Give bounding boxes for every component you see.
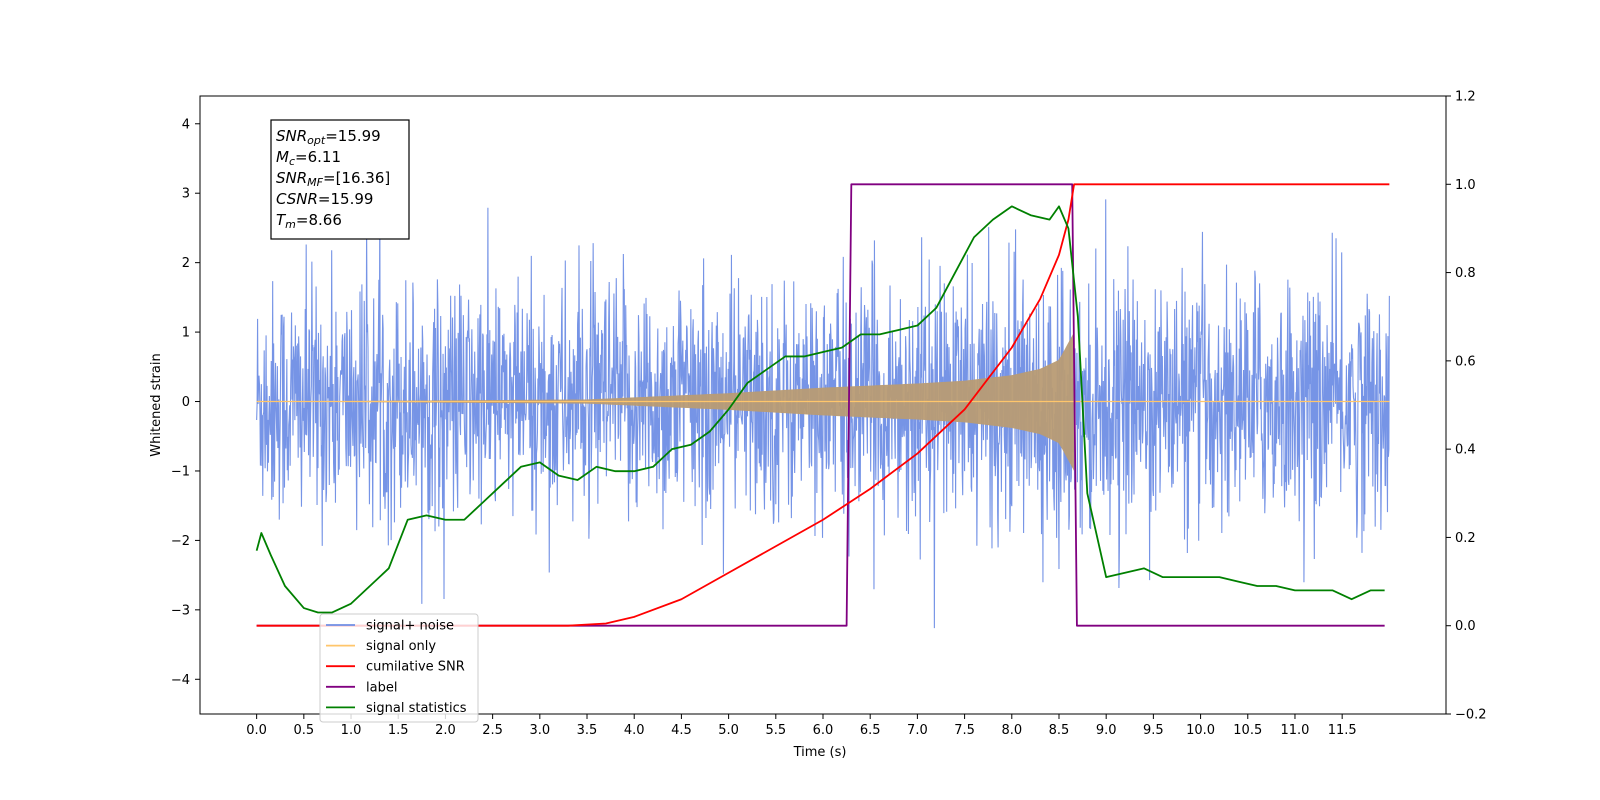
annotation-frame <box>270 119 410 240</box>
x-tick-label: 2.5 <box>482 723 503 738</box>
annotation-value: =15.99 <box>325 127 381 145</box>
annotation-value: =[16.36] <box>323 169 390 187</box>
x-tick-label: 9.0 <box>1096 723 1117 738</box>
x-tick-label: 6.5 <box>860 723 881 738</box>
y-left-tick-label: 1 <box>182 326 190 341</box>
y-left-tick-label: 2 <box>182 256 190 271</box>
x-tick-label: 6.0 <box>813 723 834 738</box>
y-left-tick-label: 3 <box>182 187 190 202</box>
x-tick-label: 11.5 <box>1328 723 1357 738</box>
stats-annotation-box: SNRopt=15.99Mc=6.11SNRMF=[16.36]CSNR=15.… <box>270 119 410 240</box>
annotation-symbol: CSNR <box>276 190 318 208</box>
y-left-tick-label: −2 <box>171 534 190 549</box>
y-axis-left: −4 −3 −2 −1 0 1 2 3 4 <box>171 117 200 688</box>
y-right-tick-label: −0.2 <box>1455 708 1487 723</box>
y-right-tick-label: 0.0 <box>1455 619 1476 634</box>
x-tick-label: 0.5 <box>293 723 314 738</box>
x-tick-label: 8.5 <box>1049 723 1070 738</box>
x-tick-label: 3.5 <box>577 723 598 738</box>
series-cumulative-snr-line <box>256 183 1390 627</box>
plot-data-layer <box>255 176 1390 629</box>
y-axis-right: −0.2 0.0 0.2 0.4 0.6 0.8 1.0 1.2 <box>1446 90 1487 723</box>
x-tick-label: 8.0 <box>1001 723 1022 738</box>
x-tick-label: 7.0 <box>907 723 928 738</box>
annotation-value: =15.99 <box>318 190 374 208</box>
y-right-tick-label: 0.8 <box>1455 266 1476 281</box>
annotation-subscript: c <box>289 155 295 168</box>
x-tick-label: 1.0 <box>341 723 362 738</box>
y-left-tick-label: −1 <box>171 464 190 479</box>
y-right-tick-label: 1.0 <box>1455 178 1476 193</box>
legend: signal+ noise signal only cumilative SNR la… <box>319 613 479 723</box>
annotation-symbol: SNR <box>276 127 307 145</box>
y-right-tick-label: 1.2 <box>1455 90 1476 105</box>
legend-label: signal+ noise <box>366 619 454 634</box>
x-tick-label: 10.5 <box>1233 723 1262 738</box>
y-right-tick-label: 0.2 <box>1455 531 1476 546</box>
x-tick-label: 4.0 <box>624 723 645 738</box>
legend-label: signal statistics <box>366 701 467 716</box>
annotation-symbol: SNR <box>276 169 307 187</box>
y-left-tick-label: 4 <box>182 117 190 132</box>
annotation-line: CSNR=15.99 <box>276 190 373 208</box>
x-tick-label: 3.0 <box>529 723 550 738</box>
annotation-symbol: M <box>276 148 289 166</box>
x-tick-label: 7.5 <box>954 723 975 738</box>
annotation-value: =6.11 <box>295 148 341 166</box>
legend-label: signal only <box>366 639 436 654</box>
x-tick-label: 5.5 <box>765 723 786 738</box>
x-tick-label: 2.0 <box>435 723 456 738</box>
annotation-value: =8.66 <box>296 211 342 229</box>
x-tick-label: 5.0 <box>718 723 739 738</box>
legend-label: label <box>366 680 397 695</box>
annotation-subscript: MF <box>307 176 323 189</box>
annotation-line: Mc=6.11 <box>276 148 341 168</box>
annotation-subscript: opt <box>307 134 326 147</box>
x-axis-label: Time (s) <box>793 745 847 760</box>
annotation-line: SNRMF=[16.36] <box>276 169 390 189</box>
annotation-subscript: m <box>285 218 296 231</box>
annotation-line: SNRopt=15.99 <box>276 127 381 147</box>
series-label-line <box>256 183 1385 627</box>
x-axis: 0.0 0.5 1.0 1.5 2.0 2.5 3.0 3.5 4.0 4.5 5.0 5.5 6.0 6… <box>246 714 1357 738</box>
x-tick-label: 9.5 <box>1143 723 1164 738</box>
legend-label: cumilative SNR <box>366 660 465 675</box>
annotation-symbol: T <box>276 211 287 229</box>
x-tick-label: 10.0 <box>1186 723 1215 738</box>
x-tick-label: 1.5 <box>388 723 409 738</box>
y-right-tick-label: 0.6 <box>1455 354 1476 369</box>
x-tick-label: 4.5 <box>671 723 692 738</box>
y-left-tick-label: −3 <box>171 603 190 618</box>
y-left-tick-label: 0 <box>182 395 190 410</box>
legend-frame <box>319 613 479 723</box>
series-signal-statistics-line <box>255 205 1385 614</box>
x-tick-label: 11.0 <box>1280 723 1309 738</box>
y-right-tick-label: 0.4 <box>1455 443 1476 458</box>
y-left-tick-label: −4 <box>171 673 190 688</box>
y-axis-label: Whitened strain <box>149 353 164 456</box>
annotation-line: Tm=8.66 <box>276 211 342 231</box>
x-tick-label: 0.0 <box>246 723 267 738</box>
series-signal-noise-line <box>256 176 1390 629</box>
